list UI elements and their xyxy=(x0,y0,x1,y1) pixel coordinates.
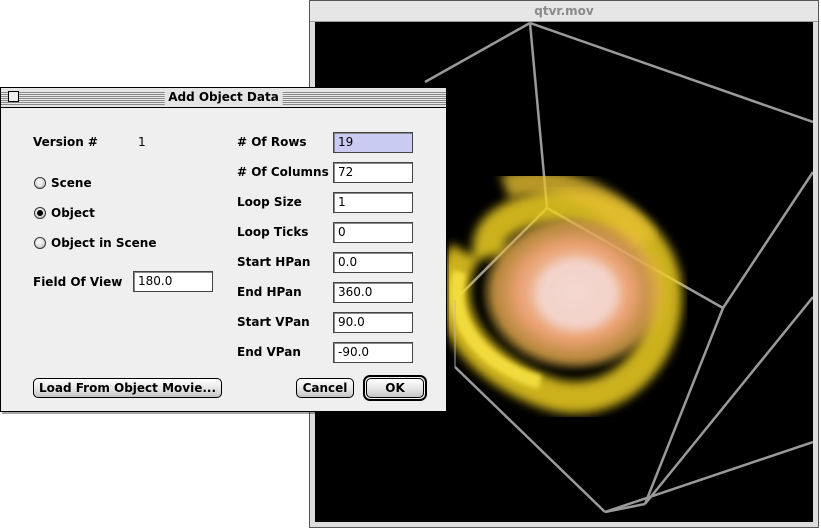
end-vpan-input[interactable]: -90.0 xyxy=(333,342,413,363)
version-value: 1 xyxy=(138,135,146,149)
bounding-box-wireframe xyxy=(424,22,813,514)
rows-label: # Of Rows xyxy=(237,135,307,149)
loop-ticks-label: Loop Ticks xyxy=(237,225,309,239)
end-hpan-input[interactable]: 360.0 xyxy=(333,282,413,303)
load-from-object-movie-button[interactable]: Load From Object Movie... xyxy=(33,378,222,398)
loop-ticks-input[interactable]: 0 xyxy=(333,222,413,243)
radio-label-object-in-scene[interactable]: Object in Scene xyxy=(51,236,157,250)
end-vpan-label: End VPan xyxy=(237,345,301,359)
dialog-titlebar[interactable]: Add Object Data xyxy=(1,88,446,108)
movie-window-title[interactable]: qtvr.mov xyxy=(310,1,818,22)
add-object-data-dialog[interactable]: Add Object Data Version # 1 Scene Object… xyxy=(0,87,447,412)
columns-input[interactable]: 72 xyxy=(333,162,413,183)
start-vpan-label: Start VPan xyxy=(237,315,310,329)
field-of-view-label: Field Of View xyxy=(33,275,123,289)
columns-label: # Of Columns xyxy=(237,165,329,179)
radio-button-object-in-scene[interactable] xyxy=(34,237,46,249)
cancel-button[interactable]: Cancel xyxy=(296,378,354,398)
spiral-nebula xyxy=(437,169,683,414)
ok-button[interactable]: OK xyxy=(366,378,424,398)
field-of-view-input[interactable]: 180.0 xyxy=(133,271,213,292)
dialog-title: Add Object Data xyxy=(164,89,283,106)
radio-button-scene[interactable] xyxy=(34,177,46,189)
ok-default-ring xyxy=(363,375,427,401)
radio-label-object[interactable]: Object xyxy=(51,206,95,220)
radio-label-scene[interactable]: Scene xyxy=(51,176,92,190)
qtvr-object-render xyxy=(424,22,813,514)
start-hpan-input[interactable]: 0.0 xyxy=(333,252,413,273)
rows-input[interactable]: 19 xyxy=(333,132,413,153)
end-hpan-label: End HPan xyxy=(237,285,302,299)
version-label: Version # xyxy=(33,135,98,149)
loop-size-label: Loop Size xyxy=(237,195,302,209)
radio-button-object[interactable] xyxy=(34,207,46,219)
start-hpan-label: Start HPan xyxy=(237,255,311,269)
loop-size-input[interactable]: 1 xyxy=(333,192,413,213)
start-vpan-input[interactable]: 90.0 xyxy=(333,312,413,333)
close-box-icon[interactable] xyxy=(8,91,19,102)
